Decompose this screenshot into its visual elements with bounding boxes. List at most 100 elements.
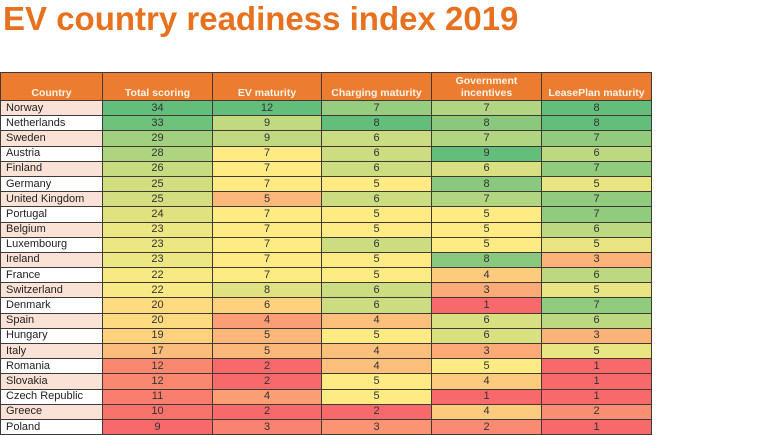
cell-charging-maturity: 4: [321, 358, 432, 375]
page-title: EV country readiness index 2019: [3, 0, 519, 37]
cell-ev-maturity: 7: [212, 145, 322, 162]
cell-ev-maturity: 7: [212, 206, 322, 223]
cell-government-incentives: 4: [431, 267, 542, 284]
cell-government-incentives: 8: [431, 115, 542, 132]
table-row: Slovakia 12 2 5 4 1: [0, 373, 652, 390]
cell-ev-maturity: 3: [212, 418, 322, 435]
cell-leaseplan-maturity: 5: [541, 282, 652, 299]
cell-ev-maturity: 9: [212, 115, 322, 132]
cell-charging-maturity: 5: [321, 221, 432, 238]
cell-charging-maturity: 6: [321, 191, 432, 208]
cell-leaseplan-maturity: 5: [541, 342, 652, 360]
column-header-country: Country: [0, 72, 103, 101]
cell-total-scoring: 19: [102, 327, 213, 345]
cell-government-incentives: 2: [431, 418, 542, 435]
table-row: Netherlands 33 9 8 8 8: [0, 115, 652, 132]
table-row: Greece 10 2 2 4 2: [0, 403, 652, 420]
cell-charging-maturity: 3: [321, 418, 432, 435]
table-row: Sweden 29 9 6 7 7: [0, 130, 652, 147]
cell-charging-maturity: 5: [321, 327, 432, 345]
table-row: Switzerland 22 8 6 3 5: [0, 282, 652, 299]
cell-government-incentives: 5: [431, 221, 542, 238]
cell-country: Austria: [0, 145, 103, 162]
cell-total-scoring: 23: [102, 221, 213, 238]
cell-country: Netherlands: [0, 115, 103, 132]
cell-leaseplan-maturity: 7: [541, 130, 652, 147]
cell-total-scoring: 22: [102, 282, 213, 299]
cell-ev-maturity: 9: [212, 130, 322, 147]
table-row: Luxembourg 23 7 6 5 5: [0, 236, 652, 253]
cell-ev-maturity: 7: [212, 267, 322, 284]
cell-ev-maturity: 4: [212, 388, 322, 405]
cell-government-incentives: 8: [431, 175, 542, 193]
column-header-leaseplan-maturity: LeasePlan maturity: [541, 72, 652, 101]
cell-charging-maturity: 7: [321, 99, 432, 117]
table-row: Spain 20 4 4 6 6: [0, 312, 652, 329]
cell-ev-maturity: 7: [212, 160, 322, 177]
cell-total-scoring: 24: [102, 206, 213, 223]
cell-country: France: [0, 267, 103, 284]
cell-leaseplan-maturity: 1: [541, 358, 652, 375]
cell-charging-maturity: 2: [321, 403, 432, 420]
table-body: Norway 34 12 7 7 8 Netherlands 33 9 8 8 8 Sweden 29 9 6…: [0, 99, 652, 435]
cell-leaseplan-maturity: 8: [541, 115, 652, 132]
cell-country: Portugal: [0, 206, 103, 223]
table-row: Denmark 20 6 6 1 7: [0, 297, 652, 314]
cell-charging-maturity: 5: [321, 267, 432, 284]
cell-government-incentives: 5: [431, 358, 542, 375]
cell-total-scoring: 10: [102, 403, 213, 420]
cell-government-incentives: 7: [431, 99, 542, 117]
cell-country: Slovakia: [0, 373, 103, 390]
cell-leaseplan-maturity: 8: [541, 99, 652, 117]
cell-leaseplan-maturity: 1: [541, 388, 652, 405]
cell-ev-maturity: 8: [212, 282, 322, 299]
cell-country: Ireland: [0, 251, 103, 269]
table-row: Belgium 23 7 5 5 6: [0, 221, 652, 238]
cell-ev-maturity: 7: [212, 175, 322, 193]
cell-government-incentives: 1: [431, 297, 542, 314]
table-row: Finland 26 7 6 6 7: [0, 160, 652, 177]
cell-country: United Kingdom: [0, 191, 103, 208]
cell-leaseplan-maturity: 6: [541, 267, 652, 284]
cell-total-scoring: 22: [102, 267, 213, 284]
cell-leaseplan-maturity: 7: [541, 191, 652, 208]
cell-leaseplan-maturity: 3: [541, 251, 652, 269]
cell-government-incentives: 6: [431, 327, 542, 345]
cell-charging-maturity: 6: [321, 130, 432, 147]
cell-leaseplan-maturity: 2: [541, 403, 652, 420]
cell-total-scoring: 9: [102, 418, 213, 435]
cell-leaseplan-maturity: 1: [541, 418, 652, 435]
cell-leaseplan-maturity: 3: [541, 327, 652, 345]
column-header-government-incentives: Government incentives: [431, 72, 542, 101]
cell-country: Italy: [0, 342, 103, 360]
table-row: Czech Republic 11 4 5 1 1: [0, 388, 652, 405]
cell-charging-maturity: 6: [321, 145, 432, 162]
cell-charging-maturity: 5: [321, 373, 432, 390]
cell-government-incentives: 8: [431, 251, 542, 269]
cell-ev-maturity: 7: [212, 221, 322, 238]
cell-leaseplan-maturity: 7: [541, 297, 652, 314]
cell-leaseplan-maturity: 6: [541, 145, 652, 162]
cell-ev-maturity: 4: [212, 312, 322, 329]
cell-ev-maturity: 2: [212, 403, 322, 420]
cell-government-incentives: 9: [431, 145, 542, 162]
cell-ev-maturity: 6: [212, 297, 322, 314]
cell-ev-maturity: 7: [212, 251, 322, 269]
cell-government-incentives: 1: [431, 388, 542, 405]
column-header-government-incentives-label: Government incentives: [455, 75, 518, 99]
cell-country: Romania: [0, 358, 103, 375]
readiness-table: Country Total scoring EV maturity Chargi…: [0, 72, 652, 435]
cell-total-scoring: 20: [102, 297, 213, 314]
cell-total-scoring: 34: [102, 99, 213, 117]
cell-leaseplan-maturity: 7: [541, 206, 652, 223]
cell-country: Switzerland: [0, 282, 103, 299]
cell-total-scoring: 28: [102, 145, 213, 162]
cell-leaseplan-maturity: 1: [541, 373, 652, 390]
cell-charging-maturity: 6: [321, 160, 432, 177]
cell-charging-maturity: 4: [321, 312, 432, 329]
cell-total-scoring: 23: [102, 236, 213, 253]
cell-charging-maturity: 8: [321, 115, 432, 132]
cell-total-scoring: 25: [102, 175, 213, 193]
cell-ev-maturity: 5: [212, 191, 322, 208]
cell-government-incentives: 4: [431, 403, 542, 420]
